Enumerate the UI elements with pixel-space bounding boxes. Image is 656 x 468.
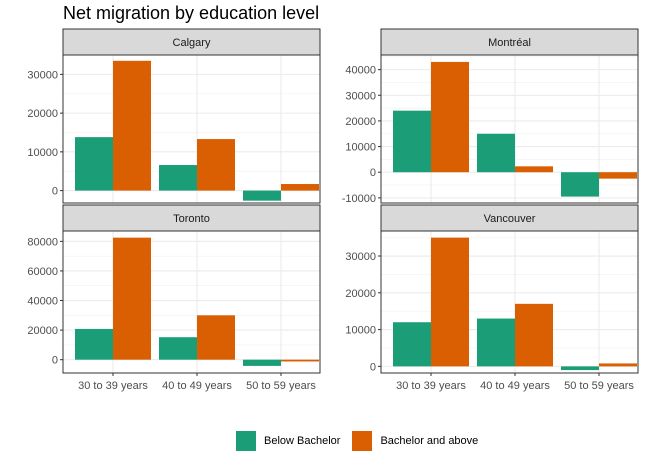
y-tick-label: 30000 — [345, 251, 376, 263]
facet-strip-calgary — [62, 28, 321, 56]
chart-title: Net migration by education level — [63, 3, 320, 23]
y-tick-label: 60000 — [27, 266, 58, 278]
legend-label-bachelor-and-above: Bachelor and above — [380, 435, 479, 447]
bar-vancouver-30-to-39-years-bachelor-and-above — [431, 237, 469, 367]
bar-vancouver-40-to-49-years-bachelor-and-above — [515, 303, 553, 367]
bar-vancouver-50-to-59-years-bachelor-and-above — [599, 363, 637, 367]
x-tick-label: 50 to 59 years — [246, 380, 316, 392]
facet-label-toronto: Toronto — [173, 213, 210, 225]
y-tick-label: 20000 — [345, 288, 376, 300]
y-tick-label: 30000 — [27, 69, 58, 81]
facet-strip-vancouver — [380, 204, 639, 232]
y-tick-label: 40000 — [345, 65, 376, 77]
panel-border-calgary — [62, 54, 321, 204]
facet-strip-toronto — [62, 204, 321, 232]
x-tick-label: 40 to 49 years — [162, 380, 232, 392]
x-tick-label: 50 to 59 years — [564, 380, 634, 392]
panel-border-montreal — [380, 54, 639, 204]
y-tick-label: 10000 — [345, 325, 376, 337]
bar-calgary-40-to-49-years-below-bachelor — [159, 165, 197, 191]
bar-montreal-40-to-49-years-bachelor-and-above — [515, 166, 553, 173]
bar-montreal-40-to-49-years-below-bachelor — [477, 133, 515, 173]
bar-calgary-30-to-39-years-below-bachelor — [75, 137, 113, 191]
legend-item-bachelor-and-above: Bachelor and above — [352, 431, 478, 451]
y-tick-label: 20000 — [27, 108, 58, 120]
x-tick-label: 30 to 39 years — [396, 380, 466, 392]
panel-border-vancouver — [380, 230, 639, 374]
y-tick-label: 20000 — [345, 116, 376, 128]
bar-vancouver-40-to-49-years-below-bachelor — [477, 318, 515, 367]
bar-toronto-50-to-59-years-below-bachelor — [243, 359, 281, 366]
legend-label-below-bachelor: Below Bachelor — [264, 435, 341, 447]
y-tick-label: 30000 — [345, 90, 376, 102]
y-tick-label: -10000 — [342, 193, 376, 205]
y-tick-label: 80000 — [27, 236, 58, 248]
legend-swatch-below-bachelor — [236, 431, 256, 451]
bar-toronto-40-to-49-years-below-bachelor — [159, 337, 197, 360]
y-tick-label: 0 — [370, 361, 376, 373]
bar-vancouver-30-to-39-years-below-bachelor — [393, 322, 431, 367]
bar-toronto-50-to-59-years-bachelor-and-above — [281, 359, 319, 362]
facet-strip-montreal — [380, 28, 639, 56]
y-tick-label: 0 — [52, 355, 58, 367]
bar-montreal-30-to-39-years-below-bachelor — [393, 110, 431, 173]
y-tick-label: 20000 — [27, 325, 58, 337]
bar-calgary-40-to-49-years-bachelor-and-above — [197, 139, 235, 191]
y-tick-label: 40000 — [27, 296, 58, 308]
legend-swatch-bachelor-and-above — [352, 431, 373, 451]
legend: Below Bachelor Bachelor and above — [236, 431, 490, 451]
legend-item-below-bachelor: Below Bachelor — [236, 431, 340, 451]
x-tick-label: 40 to 49 years — [480, 380, 550, 392]
x-tick-label: 30 to 39 years — [78, 380, 148, 392]
bar-toronto-30-to-39-years-below-bachelor — [75, 328, 113, 360]
y-tick-label: 10000 — [345, 142, 376, 154]
bar-toronto-40-to-49-years-bachelor-and-above — [197, 315, 235, 360]
bar-toronto-30-to-39-years-bachelor-and-above — [113, 237, 151, 360]
bar-montreal-50-to-59-years-bachelor-and-above — [599, 172, 637, 179]
bar-calgary-30-to-39-years-bachelor-and-above — [113, 60, 151, 191]
bar-montreal-50-to-59-years-below-bachelor — [561, 172, 599, 197]
bar-vancouver-50-to-59-years-below-bachelor — [561, 366, 599, 371]
y-tick-label: 0 — [52, 186, 58, 198]
panel-border-toronto — [62, 230, 321, 374]
facet-label-vancouver: Vancouver — [484, 213, 536, 225]
bar-montreal-30-to-39-years-bachelor-and-above — [431, 61, 469, 173]
bar-calgary-50-to-59-years-bachelor-and-above — [281, 184, 319, 191]
y-tick-label: 0 — [370, 167, 376, 179]
facet-label-montreal: Montréal — [488, 37, 531, 49]
bar-calgary-50-to-59-years-below-bachelor — [243, 190, 281, 201]
facet-label-calgary: Calgary — [173, 37, 211, 49]
y-tick-label: 10000 — [27, 147, 58, 159]
